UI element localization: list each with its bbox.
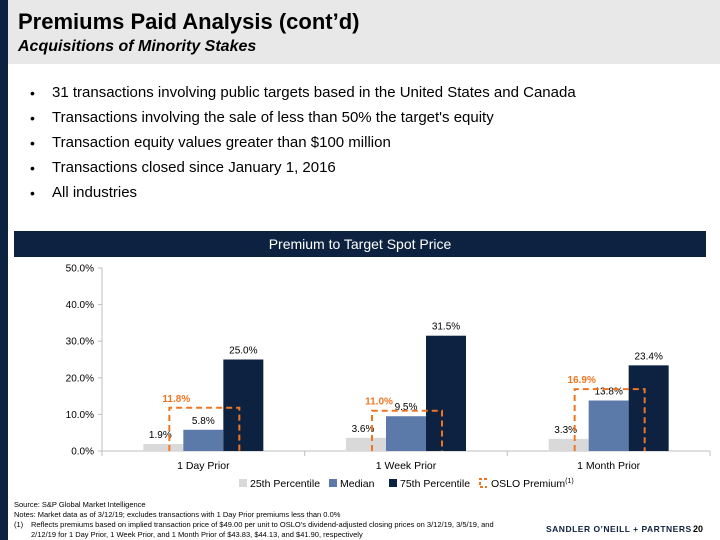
list-item: • Transactions involving the sale of less… (30, 108, 710, 133)
oslo-premium-marker (168, 406, 241, 451)
oslo-data-label: 11.0% (365, 397, 393, 408)
legend-swatch (389, 479, 397, 487)
premium-bar-chart: 0.0% 10.0% 20.0% 30.0% 40.0% 50.0% 1.9% 5.8% 25.… (66, 264, 711, 490)
legend-label: 75th Percentile (400, 478, 470, 490)
page-subtitle: Acquisitions of Minority Stakes (18, 38, 257, 55)
y-tick-label: 10.0% (66, 410, 94, 421)
list-item-text: 31 transactions involving public targets… (52, 84, 576, 101)
footnote-number: (1) (14, 520, 24, 529)
notes-line: Notes: Market data as of 3/12/19; exclud… (14, 510, 341, 519)
legend-swatch (239, 479, 247, 487)
list-item-text: Transactions closed since January 1, 201… (52, 159, 336, 176)
page-number: 20 (693, 524, 704, 534)
y-tick-label: 20.0% (66, 373, 94, 384)
legend-label: Median (340, 478, 375, 490)
data-label: 1.9% (149, 430, 172, 441)
footnote-line-1: Reflects premiums based on implied trans… (31, 520, 494, 529)
data-label: 23.4% (634, 351, 662, 362)
footnote: (1) Reflects premiums based on implied t… (14, 520, 654, 530)
chart-title-banner: Premium to Target Spot Price (14, 231, 706, 257)
legend-swatch (329, 479, 337, 487)
legend-label: 25th Percentile (250, 478, 320, 490)
data-label: 13.8% (594, 386, 622, 397)
bullet-icon: • (30, 160, 35, 176)
list-item: • 31 transactions involving public target… (30, 83, 710, 108)
data-label: 5.8% (192, 416, 215, 427)
list-item: • Transactions closed since January 1, 20… (30, 158, 710, 183)
criteria-list: • 31 transactions involving public target… (30, 83, 710, 208)
y-tick-label: 50.0% (66, 264, 94, 275)
bar-median (588, 400, 629, 451)
x-tick-label: 1 Day Prior (177, 460, 230, 472)
bullet-icon: • (30, 135, 35, 151)
bullet-icon: • (30, 185, 35, 201)
bar-75th-percentile (223, 359, 264, 451)
list-item: • All industries (30, 183, 710, 208)
footnote-line-2: 2/12/19 for 1 Day Prior, 1 Week Prior, a… (31, 530, 363, 539)
bar-25th-percentile (143, 444, 184, 451)
bar-median (386, 416, 426, 451)
source-note: Source: S&P Global Market Intelligence (14, 500, 146, 509)
y-tick-label: 0.0% (71, 447, 94, 458)
footnote-continued: 2/12/19 for 1 Day Prior, 1 Week Prior, a… (14, 530, 654, 540)
left-accent-bar (0, 0, 8, 540)
slide-header: Premiums Paid Analysis (cont’d) Acquisit… (8, 0, 720, 64)
list-item-text: Transactions involving the sale of less … (52, 109, 494, 126)
bar-75th-percentile (628, 365, 669, 451)
bar-25th-percentile (346, 437, 386, 451)
oslo-data-label: 16.9% (567, 375, 595, 386)
bar-75th-percentile (426, 335, 466, 451)
list-item-text: All industries (52, 184, 138, 201)
brand-logo-text: SANDLER O’NEILL + PARTNERS (546, 524, 692, 534)
list-item: • Transaction equity values greater than … (30, 133, 710, 158)
page-title: Premiums Paid Analysis (cont’d) (18, 9, 360, 34)
oslo-premium-marker (573, 388, 646, 451)
bar-median (183, 429, 224, 451)
list-item-text: Transaction equity values greater than $… (52, 134, 391, 151)
data-label: 9.5% (395, 402, 418, 413)
bullet-icon: • (30, 85, 35, 101)
oslo-data-label: 11.8% (162, 394, 190, 405)
data-label: 3.6% (352, 424, 375, 435)
data-label: 31.5% (432, 322, 460, 333)
data-label: 3.3% (554, 425, 577, 436)
bar-25th-percentile (548, 438, 589, 451)
legend-swatch-oslo (479, 478, 487, 488)
data-label: 25.0% (229, 346, 257, 357)
y-tick-label: 40.0% (66, 300, 94, 311)
legend-label: OSLO Premium(1) (491, 478, 574, 490)
legend-superscript: (1) (565, 478, 574, 485)
bullet-icon: • (30, 110, 35, 126)
x-tick-label: 1 Month Prior (577, 460, 641, 472)
footer-notes: Source: S&P Global Market Intelligence N… (14, 500, 654, 540)
oslo-premium-marker (371, 409, 443, 451)
y-tick-label: 30.0% (66, 337, 94, 348)
x-tick-label: 1 Week Prior (376, 460, 437, 472)
